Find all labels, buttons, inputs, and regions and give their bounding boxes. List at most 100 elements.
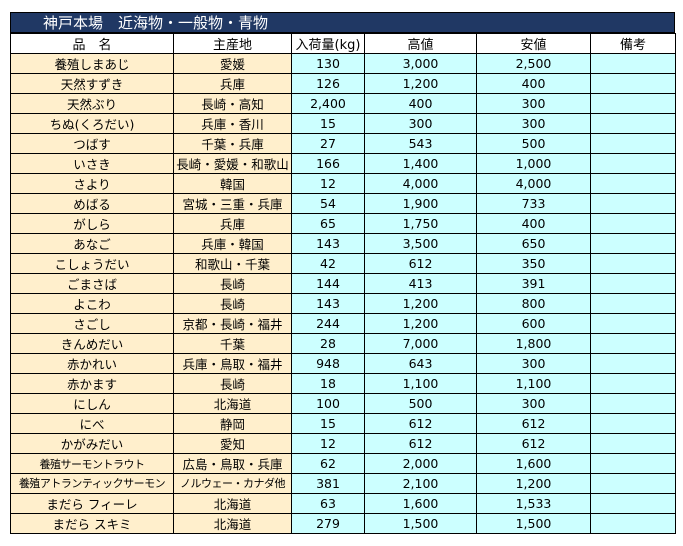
cell-quantity[interactable]: 381 <box>291 473 365 494</box>
cell-high-price[interactable]: 2,000 <box>364 453 477 474</box>
cell-name[interactable]: 養殖アトランティックサーモン <box>10 473 174 494</box>
cell-name[interactable]: 天然すずき <box>10 73 174 94</box>
cell-low-price[interactable]: 612 <box>476 433 591 454</box>
cell-low-price[interactable]: 300 <box>476 93 591 114</box>
cell-quantity[interactable]: 144 <box>291 273 365 294</box>
cell-quantity[interactable]: 12 <box>291 433 365 454</box>
cell-name[interactable]: まだら フィーレ <box>10 492 174 514</box>
cell-name[interactable]: 赤かます <box>10 373 174 394</box>
cell-quantity[interactable]: 28 <box>291 333 365 354</box>
cell-name[interactable]: 養殖サーモントラウト <box>10 453 174 474</box>
cell-origin[interactable]: 長崎・愛媛・和歌山 <box>173 153 292 174</box>
cell-low-price[interactable]: 1,000 <box>476 153 591 174</box>
cell-low-price[interactable]: 400 <box>476 73 591 94</box>
cell-notes[interactable] <box>590 433 676 454</box>
cell-origin[interactable]: 北海道 <box>173 512 292 534</box>
cell-notes[interactable] <box>590 173 676 194</box>
cell-high-price[interactable]: 1,400 <box>364 153 477 174</box>
cell-name[interactable]: ごまさば <box>10 273 174 294</box>
cell-origin[interactable]: 兵庫・香川 <box>173 113 292 134</box>
cell-quantity[interactable]: 166 <box>291 153 365 174</box>
cell-origin[interactable]: 長崎 <box>173 373 292 394</box>
cell-quantity[interactable]: 126 <box>291 73 365 94</box>
cell-notes[interactable] <box>590 393 676 414</box>
cell-high-price[interactable]: 1,100 <box>364 373 477 394</box>
cell-quantity[interactable]: 42 <box>291 253 365 274</box>
cell-quantity[interactable]: 143 <box>291 293 365 314</box>
cell-high-price[interactable]: 1,500 <box>364 512 477 534</box>
cell-name[interactable]: いさき <box>10 153 174 174</box>
cell-quantity[interactable]: 244 <box>291 313 365 334</box>
cell-notes[interactable] <box>590 193 676 214</box>
cell-quantity[interactable]: 27 <box>291 133 365 154</box>
header-quantity[interactable]: 入荷量(kg) <box>291 33 365 54</box>
cell-origin[interactable]: 兵庫 <box>173 213 292 234</box>
cell-name[interactable]: 天然ぶり <box>10 93 174 114</box>
cell-origin[interactable]: 和歌山・千葉 <box>173 253 292 274</box>
header-low-price[interactable]: 安値 <box>476 33 591 54</box>
cell-notes[interactable] <box>590 512 676 534</box>
cell-high-price[interactable]: 643 <box>364 353 477 374</box>
cell-low-price[interactable]: 500 <box>476 133 591 154</box>
cell-high-price[interactable]: 4,000 <box>364 173 477 194</box>
cell-notes[interactable] <box>590 73 676 94</box>
cell-quantity[interactable]: 12 <box>291 173 365 194</box>
cell-name[interactable]: つばす <box>10 133 174 154</box>
cell-name[interactable]: まだら スキミ <box>10 512 174 534</box>
cell-notes[interactable] <box>590 313 676 334</box>
cell-notes[interactable] <box>590 233 676 254</box>
cell-quantity[interactable]: 279 <box>291 512 365 534</box>
cell-name[interactable]: こしょうだい <box>10 253 174 274</box>
cell-origin[interactable]: 兵庫・鳥取・福井 <box>173 353 292 374</box>
cell-low-price[interactable]: 650 <box>476 233 591 254</box>
cell-origin[interactable]: 千葉・兵庫 <box>173 133 292 154</box>
cell-low-price[interactable]: 1,800 <box>476 333 591 354</box>
cell-quantity[interactable]: 15 <box>291 113 365 134</box>
cell-quantity[interactable]: 18 <box>291 373 365 394</box>
cell-low-price[interactable]: 300 <box>476 353 591 374</box>
cell-high-price[interactable]: 1,900 <box>364 193 477 214</box>
cell-low-price[interactable]: 612 <box>476 413 591 434</box>
cell-origin[interactable]: 韓国 <box>173 173 292 194</box>
cell-origin[interactable]: 静岡 <box>173 413 292 434</box>
header-high-price[interactable]: 高値 <box>364 33 477 54</box>
cell-origin[interactable]: 京都・長崎・福井 <box>173 313 292 334</box>
cell-low-price[interactable]: 2,500 <box>476 53 591 74</box>
cell-quantity[interactable]: 130 <box>291 53 365 74</box>
cell-high-price[interactable]: 2,100 <box>364 473 477 494</box>
cell-low-price[interactable]: 400 <box>476 213 591 234</box>
cell-name[interactable]: がしら <box>10 213 174 234</box>
cell-low-price[interactable]: 350 <box>476 253 591 274</box>
cell-notes[interactable] <box>590 253 676 274</box>
cell-low-price[interactable]: 300 <box>476 113 591 134</box>
cell-quantity[interactable]: 54 <box>291 193 365 214</box>
header-name[interactable]: 品 名 <box>10 33 174 54</box>
cell-origin[interactable]: ノルウェー・カナダ他 <box>173 473 292 494</box>
cell-high-price[interactable]: 1,750 <box>364 213 477 234</box>
cell-name[interactable]: にしん <box>10 393 174 414</box>
cell-notes[interactable] <box>590 413 676 434</box>
cell-notes[interactable] <box>590 113 676 134</box>
cell-high-price[interactable]: 413 <box>364 273 477 294</box>
cell-name[interactable]: きんめだい <box>10 333 174 354</box>
cell-high-price[interactable]: 612 <box>364 253 477 274</box>
cell-origin[interactable]: 北海道 <box>173 492 292 514</box>
cell-name[interactable]: さより <box>10 173 174 194</box>
header-notes[interactable]: 備考 <box>590 33 676 54</box>
cell-high-price[interactable]: 7,000 <box>364 333 477 354</box>
cell-low-price[interactable]: 300 <box>476 393 591 414</box>
cell-high-price[interactable]: 543 <box>364 133 477 154</box>
cell-notes[interactable] <box>590 133 676 154</box>
cell-notes[interactable] <box>590 473 676 494</box>
cell-quantity[interactable]: 15 <box>291 413 365 434</box>
cell-origin[interactable]: 千葉 <box>173 333 292 354</box>
cell-low-price[interactable]: 1,500 <box>476 512 591 534</box>
cell-low-price[interactable]: 1,100 <box>476 373 591 394</box>
cell-high-price[interactable]: 612 <box>364 433 477 454</box>
cell-notes[interactable] <box>590 53 676 74</box>
cell-origin[interactable]: 愛媛 <box>173 53 292 74</box>
cell-low-price[interactable]: 391 <box>476 273 591 294</box>
cell-high-price[interactable]: 3,500 <box>364 233 477 254</box>
cell-name[interactable]: 赤かれい <box>10 353 174 374</box>
cell-notes[interactable] <box>590 153 676 174</box>
